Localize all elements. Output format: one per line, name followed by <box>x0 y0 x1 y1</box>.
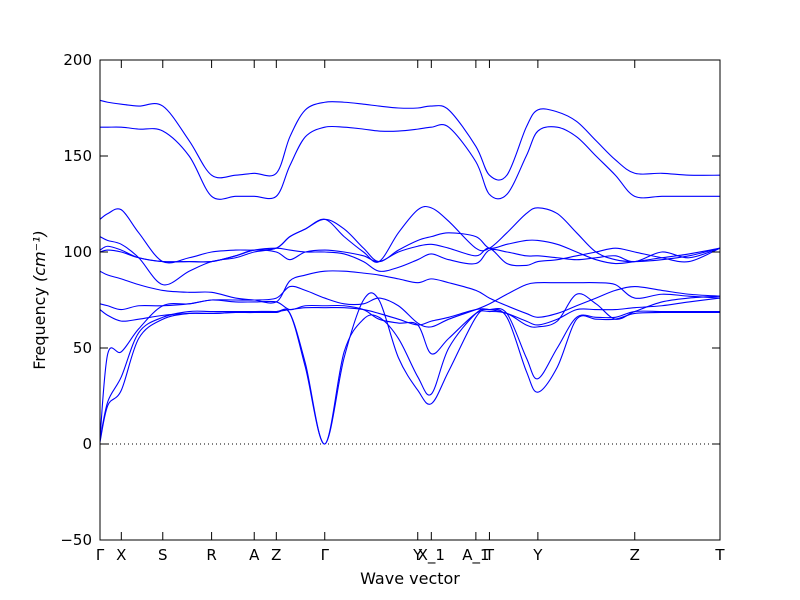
y-tick-label: 50 <box>73 339 92 357</box>
y-tick-label: 200 <box>63 51 92 69</box>
band-line-4 <box>100 297 720 326</box>
band-line-11 <box>100 124 720 200</box>
x-tick-label: X <box>116 546 126 564</box>
x-tick-label: X_1 <box>418 546 445 565</box>
y-tick-label: −50 <box>60 531 92 549</box>
band-line-8 <box>100 243 720 267</box>
plot-frame <box>99 59 721 541</box>
x-tick-label: A <box>249 546 260 564</box>
x-tick-label: Z <box>271 546 281 564</box>
band-line-10 <box>100 205 720 264</box>
x-tick-label: T <box>714 546 725 564</box>
band-line-9 <box>100 218 720 286</box>
y-axis-label-text: Frequency <box>30 282 49 370</box>
x-tick-label: Y <box>412 546 423 564</box>
y-axis-ticks: −50 0 50 100 150 200 <box>60 51 720 549</box>
x-tick-label: Y <box>532 546 543 564</box>
x-tick-label: Γ <box>321 546 330 564</box>
band-line-12 <box>100 99 720 181</box>
y-tick-label: 100 <box>63 243 92 261</box>
x-tick-label: T <box>484 546 495 564</box>
x-tick-label: S <box>158 546 168 564</box>
x-tick-label: Z <box>630 546 640 564</box>
y-tick-label: 150 <box>63 147 92 165</box>
x-axis-ticks: Γ X S R A Z Γ YX_1 A_1T Y Z T <box>96 60 725 565</box>
x-axis-label: Wave vector <box>360 569 460 588</box>
x-tick-label: A_1 <box>462 546 489 565</box>
x-tick-label: R <box>206 546 216 564</box>
x-tick-label: Γ <box>96 546 105 564</box>
band-line-5 <box>100 282 720 328</box>
y-axis-label-unit: (cm⁻¹) <box>30 230 49 282</box>
band-lines <box>100 99 720 445</box>
y-axis-label: Frequency (cm⁻¹) <box>30 230 49 369</box>
band-line-2 <box>100 307 720 445</box>
band-line-6 <box>100 270 720 318</box>
y-tick-label: 0 <box>82 435 92 453</box>
